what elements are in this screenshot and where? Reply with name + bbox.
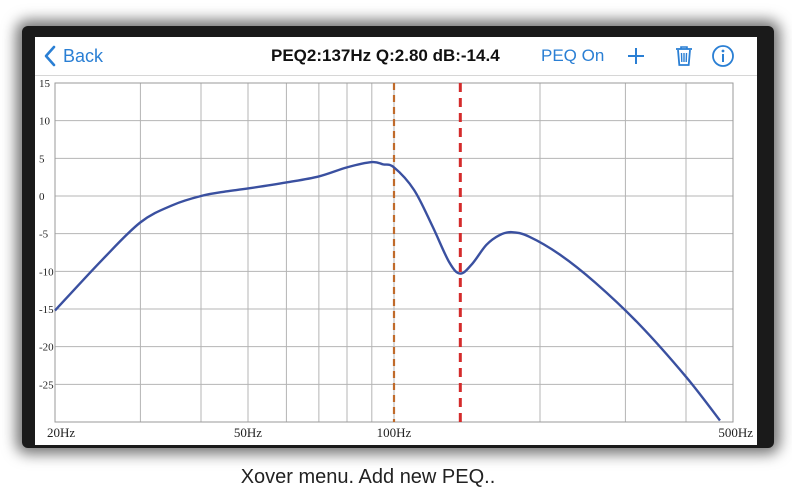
y-tick-label: 10 [39, 116, 51, 128]
y-tick-label: -15 [39, 304, 54, 316]
response-curve-line [54, 160, 721, 422]
figure-caption: Xover menu. Add new PEQ.. [240, 466, 496, 488]
y-tick-label: 0 [39, 191, 45, 203]
peq-on-button[interactable]: PEQ On [541, 46, 605, 65]
peq-summary-title: PEQ2:137Hz Q:2.80 dB:-14.4 [271, 46, 500, 65]
add-peq-button[interactable] [623, 43, 649, 69]
back-button[interactable]: Back [43, 41, 103, 71]
nav-bar: Back PEQ2:137Hz Q:2.80 dB:-14.4 PEQ On [35, 37, 757, 76]
chevron-left-icon [44, 45, 56, 67]
delete-peq-button[interactable] [671, 43, 697, 69]
y-tick-label: 5 [39, 153, 45, 165]
y-tick-label: -5 [39, 229, 49, 241]
app-screen: Back PEQ2:137Hz Q:2.80 dB:-14.4 PEQ On [35, 37, 757, 445]
x-tick-label: 500Hz [718, 425, 753, 440]
frequency-response-chart[interactable]: 15 10 5 0 -5 -10 -15 -20 -25 20Hz 50Hz 100Hz 500Hz [35, 76, 757, 445]
plus-icon [628, 48, 644, 64]
trash-icon [676, 46, 692, 66]
info-button[interactable] [710, 43, 736, 69]
y-tick-label: -10 [39, 266, 54, 278]
y-tick-label: -25 [39, 379, 54, 391]
y-tick-label: 15 [39, 78, 51, 90]
chart-canvas[interactable]: 15 10 5 0 -5 -10 -15 -20 -25 20Hz 50Hz 100Hz 500Hz [35, 76, 757, 445]
back-label: Back [63, 45, 104, 66]
info-icon [712, 45, 734, 67]
x-tick-label: 50Hz [234, 425, 262, 440]
x-tick-label: 20Hz [47, 425, 75, 440]
x-tick-label: 100Hz [377, 425, 412, 440]
y-tick-label: -20 [39, 342, 54, 354]
